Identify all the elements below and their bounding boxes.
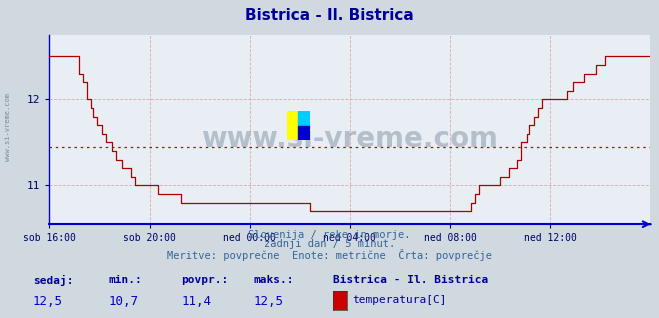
Text: Bistrica - Il. Bistrica: Bistrica - Il. Bistrica (333, 275, 488, 285)
Text: Bistrica - Il. Bistrica: Bistrica - Il. Bistrica (245, 8, 414, 23)
Text: Slovenija / reke in morje.: Slovenija / reke in morje. (248, 230, 411, 239)
Text: Meritve: povprečne  Enote: metrične  Črta: povprečje: Meritve: povprečne Enote: metrične Črta:… (167, 249, 492, 261)
Bar (287, 111, 298, 140)
Text: www.si-vreme.com: www.si-vreme.com (202, 125, 498, 153)
Bar (298, 111, 310, 126)
Text: 12,5: 12,5 (33, 295, 63, 308)
Text: maks.:: maks.: (254, 275, 294, 285)
Text: 11,4: 11,4 (181, 295, 212, 308)
Text: 12,5: 12,5 (254, 295, 284, 308)
Text: min.:: min.: (109, 275, 142, 285)
Text: zadnji dan / 5 minut.: zadnji dan / 5 minut. (264, 239, 395, 249)
Text: sedaj:: sedaj: (33, 275, 73, 286)
Text: www.si-vreme.com: www.si-vreme.com (5, 93, 11, 161)
Bar (298, 126, 310, 140)
Text: povpr.:: povpr.: (181, 275, 229, 285)
Text: 10,7: 10,7 (109, 295, 139, 308)
Text: temperatura[C]: temperatura[C] (353, 295, 447, 305)
